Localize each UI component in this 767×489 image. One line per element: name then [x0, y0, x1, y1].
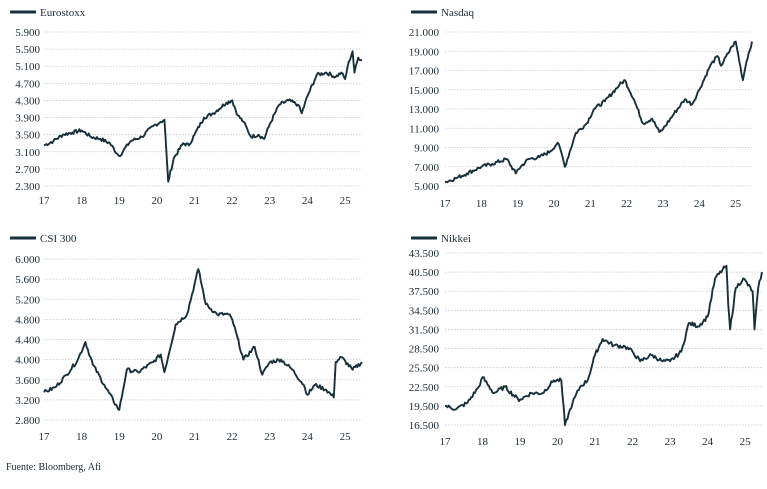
x-tick-label: 19 — [114, 431, 126, 443]
x-tick-label: 24 — [702, 436, 714, 448]
x-tick-label: 18 — [477, 436, 489, 448]
y-tick-label: 5.900 — [15, 27, 40, 39]
y-tick-label: 19.000 — [409, 46, 440, 58]
x-tick-label: 20 — [151, 195, 163, 207]
y-tick-label: 6.000 — [15, 254, 40, 266]
y-tick-label: 4.800 — [15, 314, 40, 326]
x-tick-label: 25 — [730, 198, 742, 210]
x-tick-label: 22 — [227, 431, 238, 443]
y-tick-label: 25.500 — [409, 363, 440, 375]
x-tick-label: 18 — [476, 198, 488, 210]
legend-label: Eurostoxx — [40, 7, 86, 19]
y-tick-label: 4.400 — [15, 335, 40, 347]
series-line — [445, 264, 763, 426]
x-tick-label: 19 — [114, 195, 126, 207]
legend-label: Nasdaq — [441, 7, 474, 19]
y-tick-label: 28.500 — [409, 344, 440, 356]
legend-label: Nikkei — [441, 233, 471, 245]
y-tick-label: 4.300 — [15, 95, 40, 107]
x-tick-label: 22 — [621, 198, 632, 210]
x-tick-label: 25 — [740, 436, 752, 448]
legend-label: CSI 300 — [40, 233, 77, 245]
source-note: Fuente: Bloomberg, Afi — [6, 462, 102, 473]
y-tick-label: 2.800 — [15, 415, 40, 427]
x-tick-label: 24 — [302, 431, 314, 443]
x-tick-label: 24 — [694, 198, 706, 210]
y-tick-label: 19.500 — [409, 401, 440, 413]
x-tick-label: 19 — [515, 436, 527, 448]
y-tick-label: 16.500 — [409, 420, 440, 432]
y-tick-label: 11.000 — [409, 123, 439, 135]
y-tick-label: 4.000 — [15, 355, 40, 367]
x-tick-label: 20 — [552, 436, 564, 448]
y-tick-label: 17.000 — [409, 66, 440, 78]
x-tick-label: 23 — [264, 431, 276, 443]
y-tick-label: 4.700 — [15, 78, 40, 90]
x-tick-label: 21 — [585, 198, 596, 210]
x-tick-label: 23 — [665, 436, 677, 448]
y-tick-label: 3.200 — [15, 395, 40, 407]
y-tick-label: 43.500 — [409, 248, 440, 260]
y-tick-label: 34.500 — [409, 305, 440, 317]
y-tick-label: 13.000 — [409, 104, 440, 116]
x-tick-label: 17 — [440, 436, 452, 448]
y-tick-label: 5.500 — [15, 44, 40, 56]
y-tick-label: 37.500 — [409, 286, 440, 298]
x-tick-label: 17 — [39, 431, 51, 443]
y-tick-label: 31.500 — [409, 324, 440, 336]
y-tick-label: 5.100 — [15, 61, 40, 73]
x-tick-label: 25 — [340, 431, 352, 443]
y-tick-label: 40.500 — [409, 267, 440, 279]
y-tick-label: 7.000 — [414, 162, 439, 174]
series-line — [444, 40, 753, 184]
x-tick-label: 17 — [440, 198, 452, 210]
x-tick-label: 17 — [39, 195, 51, 207]
y-tick-label: 3.500 — [15, 130, 40, 142]
x-tick-label: 24 — [302, 195, 314, 207]
y-tick-label: 3.100 — [15, 147, 40, 159]
y-tick-label: 2.300 — [15, 181, 40, 193]
x-tick-label: 22 — [627, 436, 638, 448]
x-tick-label: 18 — [76, 195, 88, 207]
x-tick-label: 22 — [227, 195, 238, 207]
x-tick-label: 21 — [189, 431, 200, 443]
x-tick-label: 25 — [340, 195, 352, 207]
y-tick-label: 2.700 — [15, 164, 40, 176]
y-tick-label: 15.000 — [409, 85, 440, 97]
y-tick-label: 3.900 — [15, 113, 40, 125]
x-tick-label: 20 — [548, 198, 560, 210]
x-tick-label: 23 — [264, 195, 276, 207]
x-tick-label: 21 — [189, 195, 200, 207]
x-tick-label: 20 — [151, 431, 163, 443]
series-line — [43, 50, 363, 183]
y-tick-label: 5.600 — [15, 274, 40, 286]
x-tick-label: 23 — [657, 198, 669, 210]
y-tick-label: 21.000 — [409, 27, 440, 39]
series-line — [43, 268, 363, 411]
y-tick-label: 5.000 — [414, 181, 439, 193]
y-tick-label: 9.000 — [414, 143, 439, 155]
y-tick-label: 22.500 — [409, 382, 440, 394]
x-tick-label: 18 — [76, 431, 88, 443]
y-tick-label: 5.200 — [15, 294, 40, 306]
x-tick-label: 21 — [590, 436, 601, 448]
y-tick-label: 3.600 — [15, 375, 40, 387]
x-tick-label: 19 — [512, 198, 524, 210]
